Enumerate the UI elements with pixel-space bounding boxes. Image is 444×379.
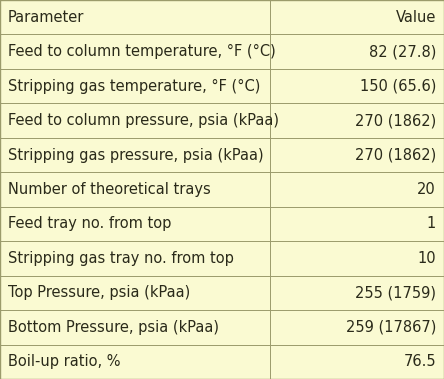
Text: 270 (1862): 270 (1862) — [355, 147, 436, 163]
Text: Stripping gas pressure, psia (kPaa): Stripping gas pressure, psia (kPaa) — [8, 147, 264, 163]
Text: 150 (65.6): 150 (65.6) — [360, 78, 436, 94]
Text: Stripping gas temperature, °F (°C): Stripping gas temperature, °F (°C) — [8, 78, 260, 94]
Text: Feed to column temperature, °F (°C): Feed to column temperature, °F (°C) — [8, 44, 276, 59]
Bar — [0, 34, 444, 69]
Text: 10: 10 — [417, 251, 436, 266]
Bar — [0, 207, 444, 241]
Text: Bottom Pressure, psia (kPaa): Bottom Pressure, psia (kPaa) — [8, 320, 219, 335]
Bar — [0, 69, 444, 103]
Text: Value: Value — [396, 10, 436, 25]
Text: Feed tray no. from top: Feed tray no. from top — [8, 216, 171, 232]
Bar — [0, 172, 444, 207]
Text: 76.5: 76.5 — [404, 354, 436, 369]
Text: Feed to column pressure, psia (kPaa): Feed to column pressure, psia (kPaa) — [8, 113, 279, 128]
Text: 20: 20 — [417, 182, 436, 197]
Bar — [0, 310, 444, 345]
Text: Parameter: Parameter — [8, 10, 84, 25]
Text: 1: 1 — [427, 216, 436, 232]
Text: Top Pressure, psia (kPaa): Top Pressure, psia (kPaa) — [8, 285, 190, 301]
Text: Number of theoretical trays: Number of theoretical trays — [8, 182, 211, 197]
Bar — [0, 345, 444, 379]
Bar — [0, 276, 444, 310]
Text: 255 (1759): 255 (1759) — [355, 285, 436, 301]
Text: 259 (17867): 259 (17867) — [345, 320, 436, 335]
Bar — [0, 0, 444, 34]
Text: 270 (1862): 270 (1862) — [355, 113, 436, 128]
Bar — [0, 241, 444, 276]
Text: Boil-up ratio, %: Boil-up ratio, % — [8, 354, 120, 369]
Bar — [0, 103, 444, 138]
Text: Stripping gas tray no. from top: Stripping gas tray no. from top — [8, 251, 234, 266]
Bar — [0, 138, 444, 172]
Text: 82 (27.8): 82 (27.8) — [369, 44, 436, 59]
